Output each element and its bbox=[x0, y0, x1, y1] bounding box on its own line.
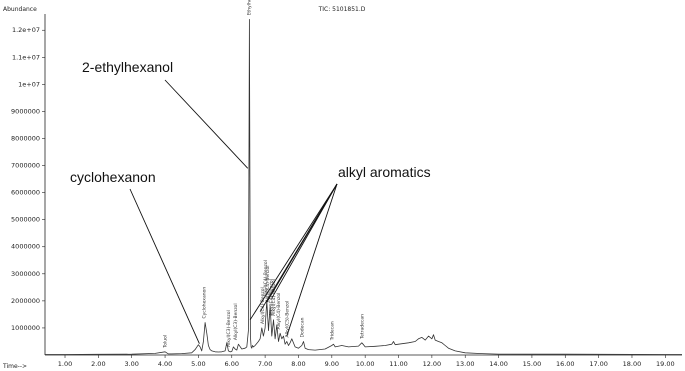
x-tick-label: 4.00 bbox=[158, 360, 172, 368]
peak-label: Dodecan bbox=[299, 317, 305, 337]
peak-label: Alkyl(C4)-Benzol bbox=[271, 279, 277, 316]
y-tick-label: 5000000 bbox=[11, 216, 40, 224]
y-tick-label: 3000000 bbox=[11, 270, 40, 278]
peak-label: Alkyl(C4)-Benzol bbox=[260, 287, 266, 324]
peak-label: Alkyl(C4)-Benzol bbox=[265, 266, 271, 303]
peak-label: Toluol bbox=[163, 335, 169, 349]
peak-label: Alkyl(C4)-Benzol bbox=[276, 293, 282, 330]
peak-label: Ethylhexanol bbox=[246, 0, 252, 15]
annotation-label: cyclohexanon bbox=[70, 169, 156, 185]
peak-label: Tetradecan bbox=[360, 314, 366, 340]
y-tick-label: 2000000 bbox=[11, 297, 40, 305]
x-tick-label: 18.00 bbox=[623, 360, 642, 368]
peak-label: Alkyl(C4)-Benzol bbox=[268, 279, 274, 316]
x-tick-label: 7.00 bbox=[258, 360, 272, 368]
peak-label: Alkyl(C4)-Benzol bbox=[263, 260, 269, 297]
annotation-label: 2-ethylhexanol bbox=[82, 59, 173, 75]
y-tick-label: 1000000 bbox=[11, 324, 40, 332]
peak-label: Alkyl(C3)-Benzol bbox=[226, 310, 232, 347]
annotation-leader bbox=[129, 188, 200, 344]
annotation-leader bbox=[271, 183, 338, 299]
trace-layer bbox=[45, 19, 682, 355]
y-tick-label: 1.1e+07 bbox=[12, 53, 40, 61]
y-tick-label: 1e+07 bbox=[18, 80, 40, 88]
x-tick-label: 1.00 bbox=[58, 360, 72, 368]
annotation-leader bbox=[249, 183, 338, 321]
y-tick-label: 1.2e+07 bbox=[12, 26, 40, 34]
x-tick-label: 10.00 bbox=[356, 360, 375, 368]
y-tick-label: 7000000 bbox=[11, 162, 40, 170]
peak-label: Cyclohexanon bbox=[202, 287, 208, 319]
annotation-layer: 2-ethylhexanol cyclohexanon alkyl aromatic… bbox=[70, 59, 431, 344]
x-tick-label: 11.00 bbox=[389, 360, 408, 368]
x-tick-label: 12.00 bbox=[423, 360, 442, 368]
x-tick-label: 15.00 bbox=[523, 360, 542, 368]
chart-title: TIC: 5101851.D bbox=[318, 6, 366, 13]
x-tick-label: 17.00 bbox=[589, 360, 608, 368]
y-tick-label: 9000000 bbox=[11, 107, 40, 115]
x-tick-label: 2.00 bbox=[91, 360, 105, 368]
x-tick-label: 6.00 bbox=[225, 360, 239, 368]
x-tick-label: 9.00 bbox=[325, 360, 339, 368]
x-tick-label: 5.00 bbox=[191, 360, 205, 368]
y-tick-label: 8000000 bbox=[11, 134, 40, 142]
x-tick-label: 8.00 bbox=[291, 360, 305, 368]
y-tick-label: 6000000 bbox=[11, 189, 40, 197]
annotation-leader bbox=[164, 79, 249, 169]
x-tick-label: 19.00 bbox=[656, 360, 675, 368]
x-tick-label: 13.00 bbox=[456, 360, 475, 368]
annotation-label: alkyl aromatics bbox=[338, 164, 431, 180]
x-tick-label: 3.00 bbox=[124, 360, 138, 368]
chromatogram-trace bbox=[45, 19, 682, 355]
axes: 1000000 2000000 3000000 4000000 5000000 60000… bbox=[11, 14, 682, 368]
y-axis-label: Abundance bbox=[3, 6, 37, 13]
peak-label: Tridecan bbox=[329, 321, 335, 341]
peak-label: Alkyl(C3)-Benzol bbox=[233, 303, 239, 340]
annotation-leader bbox=[286, 183, 338, 337]
peak-label: Alkyl(C5)-Benzol bbox=[284, 301, 290, 338]
x-axis-label: Time--> bbox=[2, 363, 27, 370]
x-tick-label: 16.00 bbox=[556, 360, 575, 368]
y-tick-label: 4000000 bbox=[11, 243, 40, 251]
x-tick-label: 14.00 bbox=[489, 360, 508, 368]
